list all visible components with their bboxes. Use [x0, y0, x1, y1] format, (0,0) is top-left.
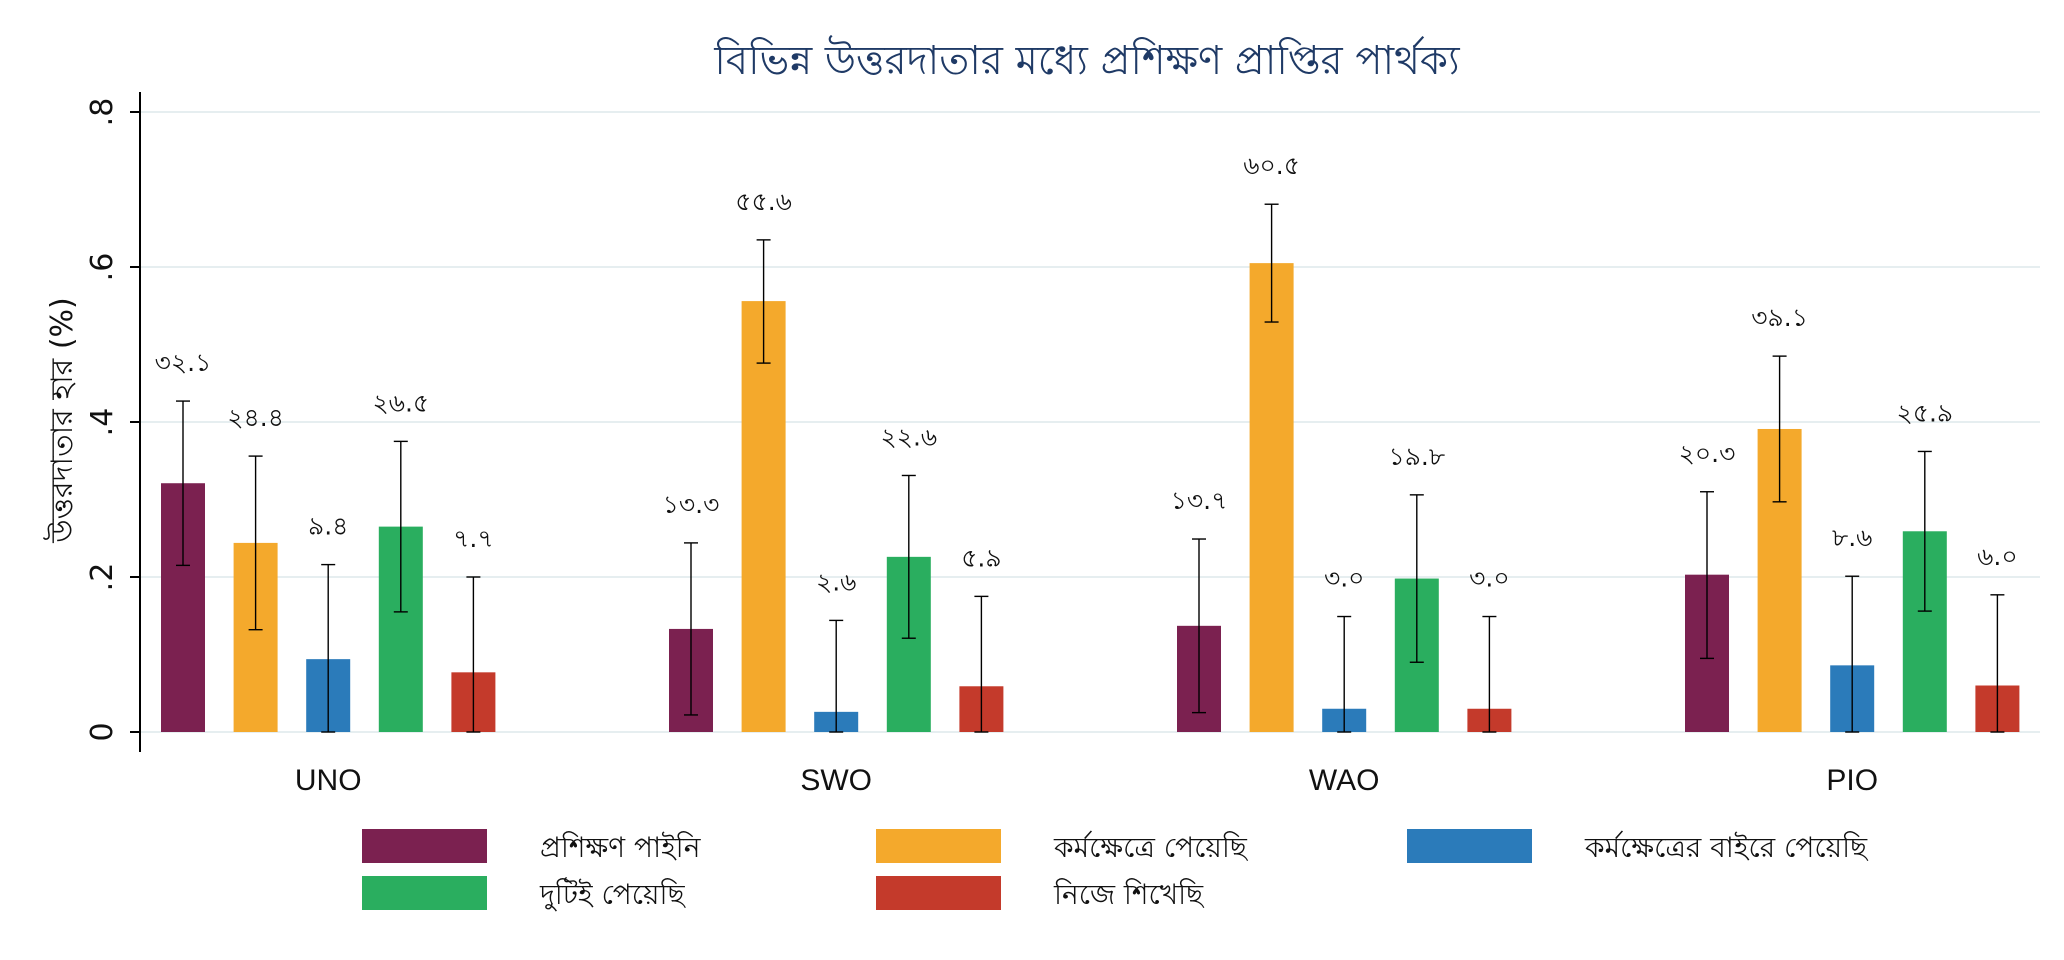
- data-label: ৩.০: [1324, 564, 1364, 593]
- data-label: ৩২.১: [155, 348, 212, 377]
- data-label: ৫.৯: [961, 543, 1001, 572]
- x-tick-label: WAO: [1309, 764, 1380, 797]
- data-label: ৮.৬: [1832, 523, 1872, 552]
- y-axis-label: উত্তরদাতার হার (%): [43, 297, 80, 543]
- legend-swatch: [362, 876, 487, 910]
- bars: [161, 263, 2020, 732]
- data-label: ৩.০: [1469, 564, 1509, 593]
- data-label: ৩৯.১: [1751, 303, 1808, 332]
- data-label: ৬০.৫: [1243, 151, 1300, 180]
- chart-title: বিভিন্ন উত্তরদাতার মধ্যে প্রশিক্ষণ প্রাপ…: [713, 35, 1461, 84]
- y-tick-label: .6: [85, 253, 120, 282]
- legend-swatch: [1407, 829, 1532, 863]
- data-label: ১৩.৩: [663, 490, 720, 519]
- legend-swatch: [362, 829, 487, 863]
- data-label: ৭.৭: [453, 524, 493, 553]
- x-tick-label: SWO: [800, 764, 872, 797]
- legend-label: প্রশিক্ষণ পাইনি: [540, 831, 702, 864]
- legend: প্রশিক্ষণ পাইনি কর্মক্ষেত্রে পেয়েছি কর্মক…: [362, 829, 1869, 911]
- y-tick-label: 0: [85, 722, 120, 741]
- data-labels: ৩২.১ ২৪.৪ ৯.৪ ২৬.৫ ৭.৭ ১৩.৩ ৫৫.৬ ২.৬ ২২.৬ ৫.৯ ১৩.৭…: [155, 151, 2018, 596]
- y-axis: 0 .2 .4 .6 .8: [85, 92, 141, 752]
- bar: [1249, 263, 1294, 732]
- y-tick-label: .2: [85, 563, 120, 592]
- data-label: ৬.০: [1977, 542, 2017, 571]
- data-label: ১৩.৭: [1171, 486, 1228, 515]
- data-label: ২২.৬: [880, 422, 937, 451]
- x-axis-ticks: UNO SWO WAO PIO: [295, 764, 1878, 797]
- data-label: ২৪.৪: [227, 403, 284, 432]
- gridlines: [140, 111, 2040, 733]
- x-tick-label: PIO: [1826, 764, 1878, 797]
- legend-label: কর্মক্ষেত্রে পেয়েছি: [1053, 831, 1249, 864]
- data-label: ২.৬: [816, 567, 856, 596]
- legend-swatch: [876, 829, 1001, 863]
- y-tick-label: .4: [85, 408, 120, 437]
- data-label: ৫৫.৬: [735, 187, 792, 216]
- data-label: ১৯.৮: [1388, 442, 1445, 471]
- data-label: ২০.৩: [1679, 439, 1736, 468]
- legend-label: নিজে শিখেছি: [1053, 878, 1205, 911]
- legend-label: কর্মক্ষেত্রের বাইরে পেয়েছি: [1584, 831, 1869, 864]
- x-tick-label: UNO: [295, 764, 362, 797]
- error-bars: [176, 203, 2005, 733]
- bar: [741, 301, 786, 732]
- data-label: ২৫.৯: [1896, 398, 1953, 427]
- data-label: ৯.৪: [308, 512, 348, 541]
- y-tick-label: .8: [85, 98, 120, 127]
- data-label: ২৬.৫: [372, 388, 429, 417]
- legend-swatch: [876, 876, 1001, 910]
- legend-label: দুটিই পেয়েছি: [539, 877, 687, 911]
